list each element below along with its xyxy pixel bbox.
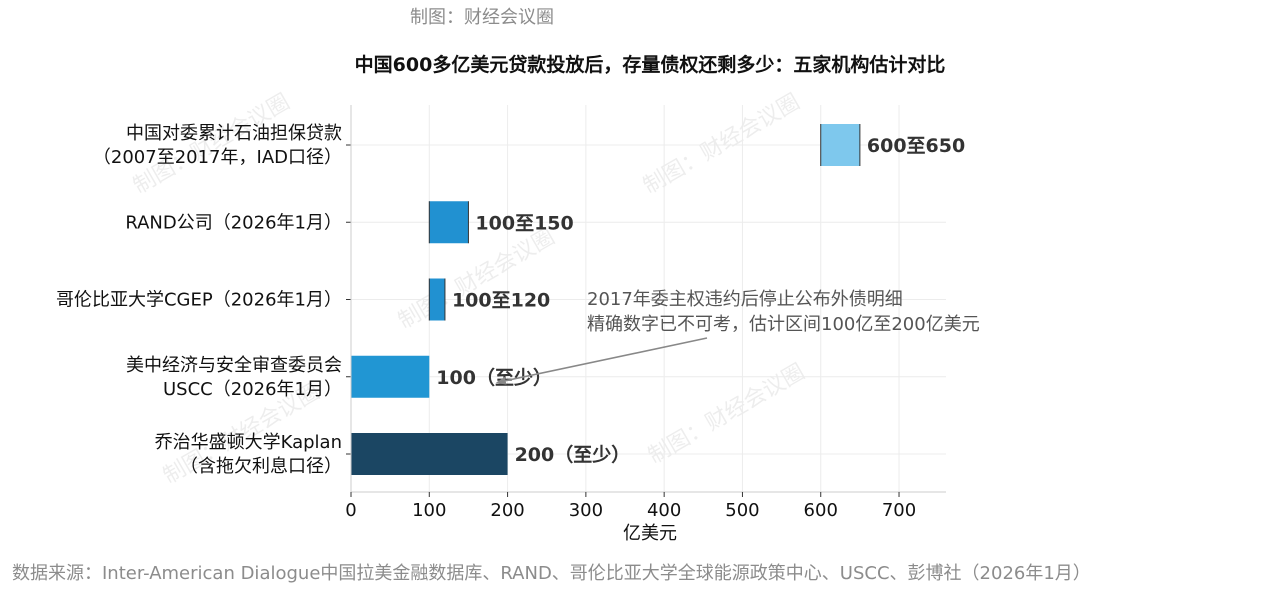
- value-label-3: 100（至少）: [436, 366, 552, 389]
- x-axis-ticks: 0 100 200 300 400 500 600 700: [345, 492, 916, 521]
- bar-4: [351, 433, 508, 475]
- bar-3: [351, 355, 430, 398]
- watermark-0: 制图：财经会议圈: [129, 90, 294, 200]
- value-label-4: 200（至少）: [515, 443, 631, 466]
- annotation-arrowhead: [495, 376, 507, 385]
- annotation: 2017年委主权违约后停止公布外债明细 精确数字已不可考，估计区间100亿至20…: [495, 289, 980, 385]
- x-tick-label-5: 500: [725, 500, 759, 521]
- x-tick-label-4: 400: [647, 500, 681, 521]
- x-tick-label-3: 300: [569, 500, 603, 521]
- value-labels: 600至650 100至150 100至120 100（至少） 200（至少）: [436, 135, 965, 466]
- category-label-4-line-0: 乔治华盛顿大学Kaplan: [155, 432, 342, 453]
- category-label-0-line-0: 中国对委累计石油担保贷款: [126, 123, 342, 144]
- category-label-0-line-1: （2007至2017年，IAD口径）: [93, 147, 342, 168]
- category-label-2-line-0: 哥伦比亚大学CGEP（2026年1月）: [56, 290, 342, 311]
- category-labels: 中国对委累计石油担保贷款 （2007至2017年，IAD口径） RAND公司（202…: [56, 123, 351, 477]
- value-label-1: 100至150: [475, 212, 573, 234]
- category-label-3-line-1: USCC（2026年1月）: [163, 379, 342, 400]
- x-axis-label: 亿美元: [623, 523, 677, 544]
- annotation-arrow: [505, 337, 708, 382]
- category-label-3-line-0: 美中经济与安全审查委员会: [126, 355, 342, 376]
- chart-title: 中国600多亿美元贷款投放后，存量债权还剩多少：五家机构估计对比: [355, 53, 946, 76]
- chart-credit: 制图：财经会议圈: [410, 7, 554, 28]
- bar-0: [820, 124, 860, 166]
- x-tick-label-6: 600: [804, 500, 838, 521]
- annotation-line-2: 精确数字已不可考，估计区间100亿至200亿美元: [587, 314, 980, 335]
- category-label-1-line-0: RAND公司（2026年1月）: [125, 212, 342, 233]
- x-tick-label-7: 700: [882, 500, 916, 521]
- bar-series: [351, 124, 861, 475]
- value-label-0: 600至650: [867, 135, 965, 157]
- x-tick-label-2: 200: [490, 500, 524, 521]
- value-label-2: 100至120: [452, 290, 550, 312]
- data-source: 数据来源：Inter-American Dialogue中国拉美金融数据库、RA…: [12, 563, 1091, 584]
- annotation-line-1: 2017年委主权违约后停止公布外债明细: [587, 289, 903, 310]
- bar-2: [429, 278, 445, 321]
- category-label-4-line-1: （含拖欠利息口径）: [180, 456, 342, 477]
- watermark-2: 制图：财经会议圈: [394, 225, 559, 335]
- watermark-4: 制图：财经会议圈: [644, 360, 809, 470]
- x-tick-label-1: 100: [412, 500, 446, 521]
- bar-1: [429, 201, 469, 244]
- x-tick-label-0: 0: [345, 500, 356, 521]
